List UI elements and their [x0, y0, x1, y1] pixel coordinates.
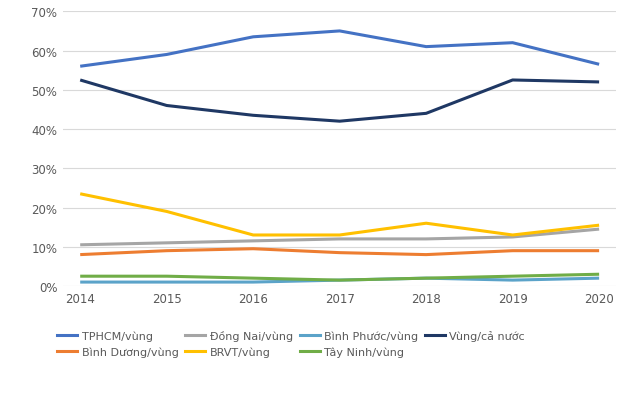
Legend: TPHCM/vùng, Bình Dương/vùng, Đồng Nai/vùng, BRVT/vùng, Bình Phước/vùng, Tây Ninh: TPHCM/vùng, Bình Dương/vùng, Đồng Nai/vù…	[57, 330, 525, 357]
